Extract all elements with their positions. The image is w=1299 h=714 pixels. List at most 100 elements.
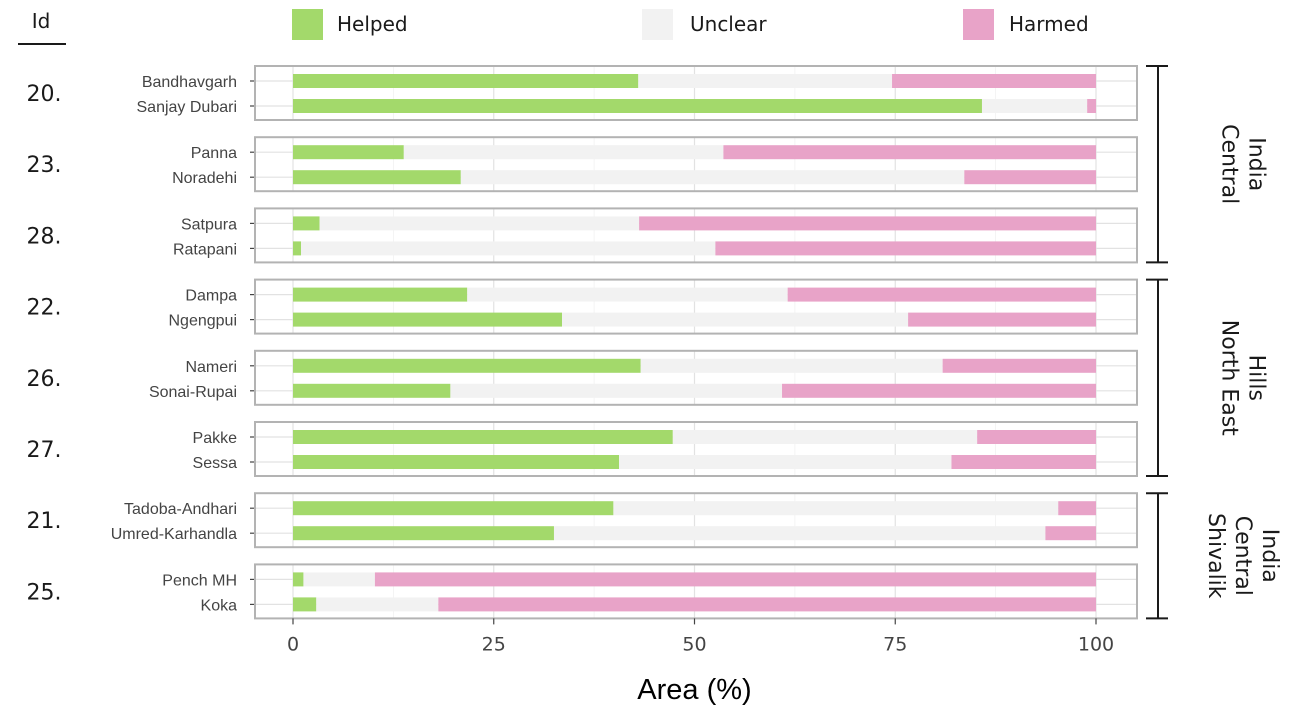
bar-helped: [293, 383, 451, 398]
bar-unclear: [403, 145, 724, 160]
bar-unclear: [553, 526, 1046, 541]
panel-border: [254, 349, 1138, 406]
legend-label-unclear: Unclear: [690, 12, 767, 36]
site-label: Dampa: [185, 288, 237, 305]
panel-border: [254, 563, 1138, 620]
legend-label-harmed: Harmed: [1009, 12, 1089, 36]
site-label: Sessa: [193, 455, 238, 472]
legend-swatch-unclear: [642, 9, 673, 40]
region-label: Central India: [1217, 124, 1269, 204]
group-id-label: 26.: [27, 367, 62, 392]
region-label-line: Central: [1230, 516, 1255, 596]
site-label: Bandhavgarh: [142, 74, 237, 91]
region-label-line: India: [1257, 529, 1282, 583]
bar-helped: [293, 170, 461, 185]
x-tick-label: 50: [682, 633, 706, 655]
group-id-label: 28.: [27, 224, 62, 249]
bar-unclear: [303, 572, 375, 587]
bar-unclear: [467, 287, 788, 302]
bar-helped: [293, 216, 320, 231]
group-id-label: 22.: [27, 296, 62, 321]
group-id-label: 23.: [27, 153, 62, 178]
bar-harmed: [723, 145, 1096, 160]
region-label-line: Central: [1217, 124, 1242, 204]
bar-harmed: [782, 383, 1096, 398]
region-label-line: Shivalik: [1203, 513, 1228, 599]
bar-unclear: [319, 216, 640, 231]
region-label-line: Hills: [1244, 355, 1269, 401]
bar-harmed: [892, 74, 1096, 88]
panel-border: [254, 207, 1138, 264]
bar-harmed: [715, 241, 1096, 256]
bar-unclear: [619, 455, 952, 469]
bar-harmed: [1045, 526, 1096, 541]
bar-helped: [293, 455, 620, 469]
site-label: Ratapani: [173, 241, 237, 258]
group-id-label: 21.: [27, 509, 62, 534]
region-label: North East Hills: [1217, 320, 1269, 436]
bar-unclear: [301, 241, 716, 256]
bar-harmed: [374, 572, 1096, 587]
site-label: Sanjay Dubari: [137, 99, 238, 116]
region-label-line: North East: [1217, 320, 1242, 436]
bar-harmed: [1058, 501, 1096, 516]
legend-swatch-helped: [292, 9, 323, 40]
bar-helped: [293, 312, 563, 327]
bar-helped: [293, 241, 302, 256]
site-label: Pakke: [193, 430, 238, 447]
bar-harmed: [951, 455, 1096, 469]
bar-helped: [293, 430, 673, 444]
site-label: Satpura: [181, 216, 237, 233]
x-tick-label: 25: [482, 633, 506, 655]
region-label-line: India: [1244, 137, 1269, 191]
id-header: Id: [32, 9, 51, 33]
panel-border: [254, 492, 1138, 549]
site-label: Nameri: [185, 359, 237, 376]
site-label: Ngengpui: [169, 313, 238, 330]
x-axis-title: Area (%): [637, 674, 751, 706]
bar-unclear: [613, 501, 1059, 516]
bar-unclear: [460, 170, 965, 185]
region-label: Shivalik Central India: [1203, 513, 1282, 599]
group-id-label: 27.: [27, 438, 62, 463]
bar-unclear: [316, 597, 439, 612]
bar-harmed: [964, 170, 1096, 185]
x-tick-label: 75: [883, 633, 907, 655]
bar-helped: [293, 358, 641, 373]
bar-unclear: [981, 99, 1088, 113]
site-label: Koka: [201, 597, 238, 614]
bar-helped: [293, 597, 317, 612]
bar-helped: [293, 99, 982, 113]
site-label: Panna: [191, 145, 237, 162]
bar-harmed: [1087, 99, 1096, 113]
bar-harmed: [908, 312, 1096, 327]
x-tick-label: 0: [287, 633, 299, 655]
bar-helped: [293, 526, 554, 541]
bar-helped: [293, 145, 404, 160]
bar-unclear: [562, 312, 909, 327]
panel-border: [254, 65, 1138, 121]
x-tick-label: 100: [1078, 633, 1114, 655]
site-label: Tadoba-Andhari: [124, 501, 237, 518]
site-label: Pench MH: [162, 572, 237, 589]
site-label: Noradehi: [172, 170, 237, 187]
panel-border: [254, 136, 1138, 193]
site-label: Sonai-Rupai: [149, 384, 237, 401]
panel-border: [254, 421, 1138, 477]
bar-helped: [293, 572, 304, 587]
bar-helped: [293, 74, 639, 88]
bar-harmed: [438, 597, 1096, 612]
group-id-label: 20.: [27, 82, 62, 107]
bar-unclear: [672, 430, 978, 444]
bar-harmed: [942, 358, 1096, 373]
legend-label-helped: Helped: [337, 12, 408, 36]
bar-helped: [293, 501, 614, 516]
bar-unclear: [638, 74, 893, 88]
site-label: Umred-Karhandla: [111, 526, 237, 543]
group-id-label: 25.: [27, 580, 62, 605]
panel-border: [254, 278, 1138, 335]
legend-swatch-harmed: [963, 9, 994, 40]
bar-unclear: [640, 358, 943, 373]
bar-helped: [293, 287, 468, 302]
